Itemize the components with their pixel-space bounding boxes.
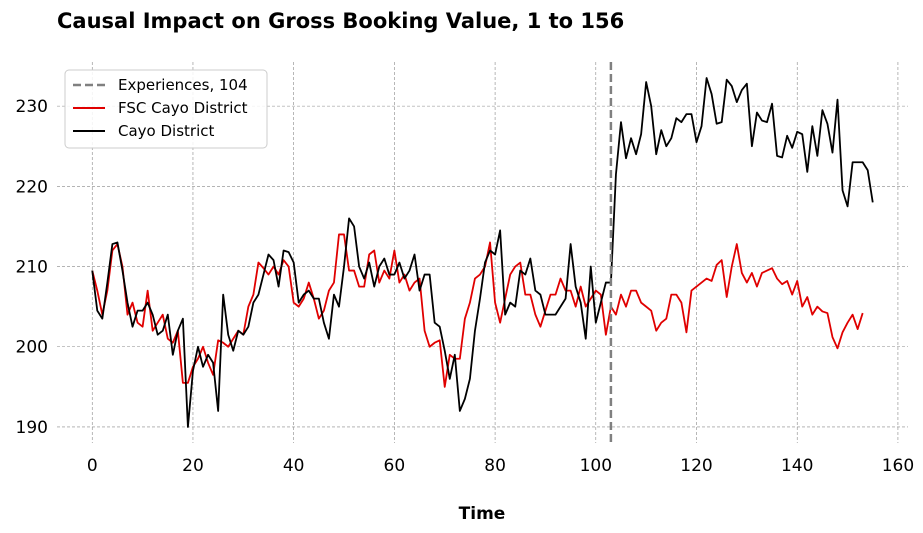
series-lines xyxy=(91,77,874,428)
x-tick-label: 20 xyxy=(182,456,204,476)
x-axis-label: Time xyxy=(459,504,506,524)
x-tick-label: 120 xyxy=(680,456,712,476)
chart-title: Causal Impact on Gross Booking Value, 1 … xyxy=(57,9,624,33)
y-tick-label: 200 xyxy=(16,338,48,358)
x-tick-label: 100 xyxy=(580,456,612,476)
legend: Experiences, 104 FSC Cayo District Cayo … xyxy=(64,69,268,149)
x-tick-label: 40 xyxy=(283,456,305,476)
y-tick-label: 190 xyxy=(16,418,48,438)
x-tick-label: 80 xyxy=(484,456,506,476)
x-tick-label: 140 xyxy=(781,456,813,476)
y-tick-label: 210 xyxy=(16,258,48,278)
series-line-cayo-district xyxy=(91,77,874,428)
legend-box xyxy=(64,69,268,149)
legend-label-cayo-district: Cayo District xyxy=(118,122,214,140)
y-tick-labels: 190 200 210 220 230 xyxy=(16,97,48,438)
legend-label-fsc-cayo-district: FSC Cayo District xyxy=(118,99,248,117)
y-tick-label: 230 xyxy=(16,97,48,117)
legend-label-intervention: Experiences, 104 xyxy=(118,76,248,94)
x-tick-labels: 0 20 40 60 80 100 120 140 160 xyxy=(87,456,914,476)
y-tick-label: 220 xyxy=(16,177,48,197)
x-tick-label: 0 xyxy=(87,456,98,476)
x-tick-label: 60 xyxy=(384,456,406,476)
x-tick-label: 160 xyxy=(882,456,914,476)
